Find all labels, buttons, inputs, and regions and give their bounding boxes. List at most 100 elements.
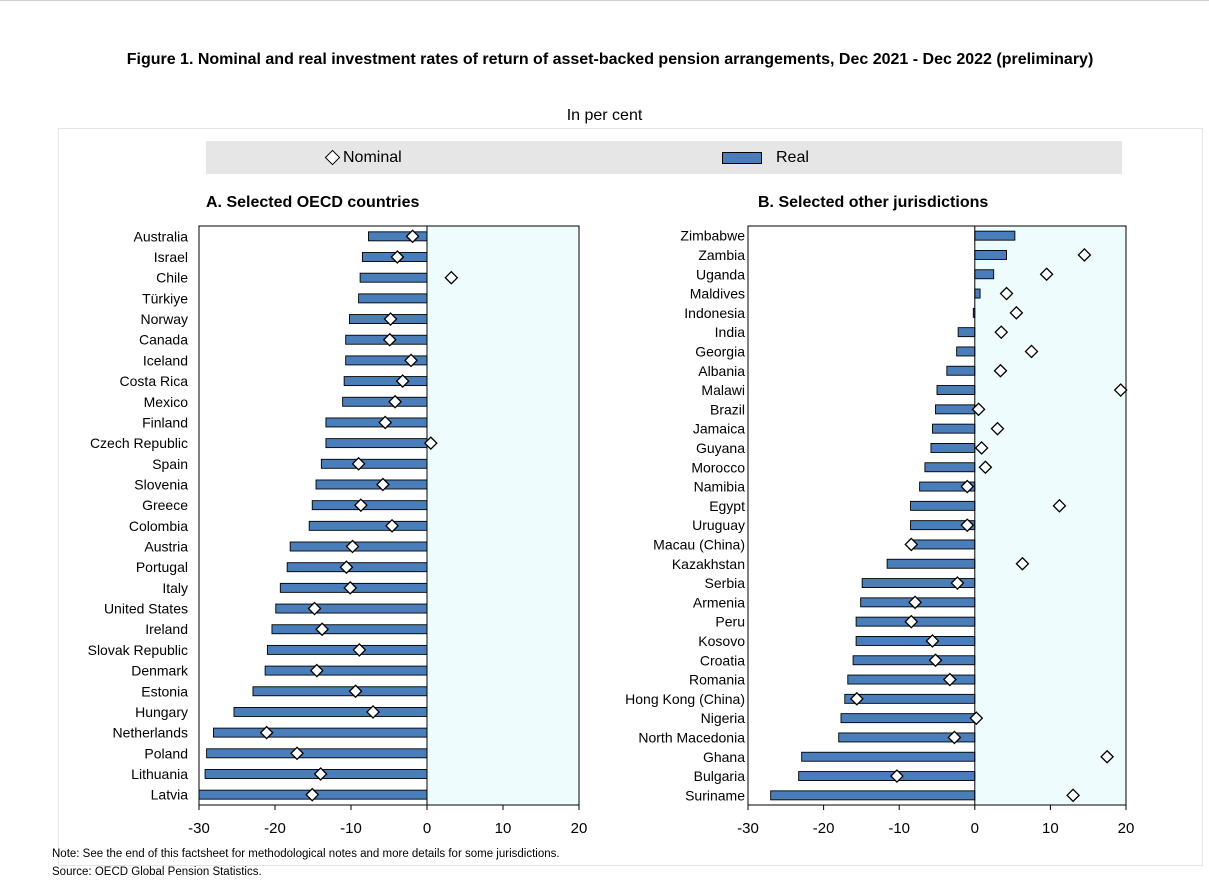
x-tick-label: 0: [971, 820, 979, 837]
category-label: Nigeria: [701, 710, 746, 726]
point-nominal: [994, 325, 1009, 340]
category-label: Türkiye: [142, 290, 188, 306]
bar-real: [342, 396, 428, 407]
category-label: Namibia: [694, 479, 746, 495]
bar-real: [946, 365, 976, 376]
bar-real: [770, 790, 976, 801]
bar-real: [910, 500, 976, 511]
x-tick-label: 10: [495, 820, 512, 837]
point-nominal: [388, 394, 402, 409]
category-label: Colombia: [129, 518, 188, 534]
point-nominal: [382, 332, 397, 347]
point-nominal: [390, 250, 405, 264]
point-nominal: [1100, 749, 1115, 764]
bar-real: [206, 748, 428, 759]
category-label: Brazil: [710, 401, 745, 417]
point-nominal: [999, 286, 1014, 301]
point-nominal: [1024, 344, 1039, 359]
category-label: Finland: [142, 414, 188, 430]
bar-real: [844, 693, 976, 704]
bar-real: [936, 385, 976, 395]
point-nominal: [908, 595, 922, 610]
point-nominal: [404, 353, 418, 368]
bar-real: [325, 438, 428, 449]
bar-real: [320, 458, 428, 469]
point-nominal: [345, 539, 360, 554]
bar-real: [855, 636, 976, 646]
point-nominal: [978, 460, 993, 475]
category-label: Kosovo: [698, 633, 745, 649]
point-nominal: [1052, 498, 1067, 513]
point-nominal: [395, 374, 410, 389]
point-nominal: [290, 746, 304, 761]
x-tick-label: -20: [264, 820, 286, 837]
chart-panel-b: B. Selected other jurisdictions Zimbabwe Z…: [625, 194, 1134, 837]
category-label: Austria: [144, 539, 188, 555]
bar-real: [852, 655, 976, 666]
point-nominal: [376, 477, 390, 492]
bar-real: [308, 520, 428, 531]
point-nominal: [904, 537, 919, 552]
category-label: India: [715, 324, 746, 340]
category-label: Poland: [144, 745, 188, 761]
category-label: Kazakhstan: [672, 556, 745, 572]
footnote: Note: See the end of this factsheet for …: [52, 848, 560, 860]
bar-real: [286, 562, 428, 573]
plot-border: [198, 225, 580, 806]
category-label: Spain: [152, 456, 188, 472]
plot-background: [974, 226, 1126, 805]
category-label: Canada: [139, 332, 188, 348]
bar-real: [212, 727, 428, 738]
bar-real: [924, 462, 976, 473]
bar-real: [266, 644, 428, 655]
category-label: Peru: [715, 614, 745, 630]
point-nominal: [928, 653, 943, 668]
bar-real: [840, 713, 976, 724]
point-nominal: [352, 642, 367, 657]
category-label: United States: [104, 601, 188, 617]
category-label: Australia: [134, 228, 189, 244]
category-label: Iceland: [143, 352, 188, 368]
category-label: Denmark: [131, 663, 189, 679]
bar-swatch-icon: [722, 151, 762, 164]
category-label: Bulgaria: [694, 768, 746, 784]
bar-real: [935, 404, 976, 415]
plot-background: [427, 226, 579, 805]
source-note: Source: OECD Global Pension Statistics.: [52, 866, 262, 878]
point-nominal: [307, 601, 322, 616]
legend-label-real: Real: [776, 148, 809, 166]
point-nominal: [366, 705, 380, 719]
legend-item-nominal: Nominal: [324, 141, 402, 174]
bar-real: [264, 665, 428, 676]
category-label: Lithuania: [131, 766, 188, 782]
bar-real: [801, 751, 976, 762]
category-label: Portugal: [136, 559, 188, 575]
category-label: Malawi: [701, 382, 745, 398]
bar-real: [271, 624, 428, 635]
bar-real: [359, 272, 428, 283]
point-nominal: [313, 767, 328, 781]
category-label: Jamaica: [693, 421, 745, 437]
point-nominal: [259, 725, 274, 740]
bar-real: [358, 293, 428, 304]
category-label: Slovak Republic: [88, 642, 188, 658]
point-nominal: [990, 421, 1005, 436]
bar-real: [956, 346, 976, 357]
category-label: Ghana: [703, 749, 745, 765]
point-nominal: [969, 711, 984, 726]
category-label: Norway: [141, 311, 188, 327]
category-label: Costa Rica: [120, 373, 189, 389]
category-label: Morocco: [691, 459, 745, 475]
point-nominal: [383, 312, 398, 326]
category-label: Zimbabwe: [680, 228, 745, 244]
point-nominal: [348, 684, 363, 699]
category-label: Uganda: [696, 266, 745, 282]
category-label: North Macedonia: [638, 729, 745, 745]
category-label: Hungary: [135, 704, 188, 720]
category-label: Macau (China): [653, 536, 745, 552]
point-nominal: [353, 498, 368, 513]
point-nominal: [385, 518, 399, 533]
category-label: Hong Kong (China): [625, 691, 745, 707]
category-label: Israel: [154, 249, 188, 265]
